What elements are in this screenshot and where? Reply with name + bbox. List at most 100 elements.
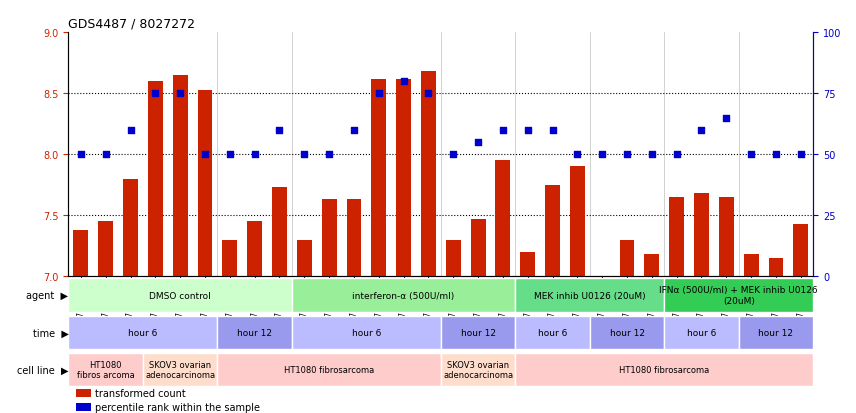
Point (669, 152, 683, 158)
Bar (347, 200, 361, 277)
Point (496, 127, 509, 134)
Bar (645, 255, 659, 277)
Bar (769, 259, 783, 277)
Text: agent  ▶: agent ▶ (27, 290, 68, 300)
FancyBboxPatch shape (292, 316, 441, 349)
Point (645, 152, 658, 158)
Bar (744, 255, 758, 277)
Bar (520, 252, 535, 277)
Bar (272, 188, 287, 277)
FancyBboxPatch shape (68, 278, 292, 312)
FancyBboxPatch shape (515, 353, 813, 387)
Bar (123, 179, 138, 277)
Text: HT1080
fibros arcoma: HT1080 fibros arcoma (77, 360, 134, 379)
FancyBboxPatch shape (515, 316, 590, 349)
Bar (794, 224, 808, 277)
Bar (198, 90, 212, 277)
Point (396, 78, 410, 85)
Text: time  ▶: time ▶ (33, 328, 68, 337)
Text: hour 6: hour 6 (128, 328, 158, 337)
Point (98, 152, 112, 158)
FancyBboxPatch shape (217, 316, 292, 349)
Point (223, 152, 236, 158)
Bar (297, 240, 312, 277)
Point (247, 152, 261, 158)
Bar (98, 222, 113, 277)
Bar (372, 79, 386, 277)
Point (421, 91, 435, 97)
Text: hour 6: hour 6 (352, 328, 381, 337)
FancyBboxPatch shape (68, 316, 217, 349)
Text: HT1080 fibrosarcoma: HT1080 fibrosarcoma (284, 365, 374, 374)
FancyBboxPatch shape (68, 353, 143, 387)
FancyBboxPatch shape (664, 278, 813, 312)
FancyBboxPatch shape (515, 278, 664, 312)
Text: hour 12: hour 12 (758, 328, 794, 337)
Bar (421, 72, 436, 277)
Bar (719, 197, 734, 277)
Point (347, 127, 360, 134)
Text: SKOV3 ovarian
adenocarcinoma: SKOV3 ovarian adenocarcinoma (443, 360, 513, 379)
Point (123, 127, 137, 134)
Point (520, 127, 534, 134)
Bar (669, 197, 684, 277)
Text: transformed count: transformed count (94, 388, 185, 398)
Bar (471, 219, 485, 277)
Text: IFNα (500U/ml) + MEK inhib U0126
(20uM): IFNα (500U/ml) + MEK inhib U0126 (20uM) (659, 286, 818, 305)
Point (198, 152, 211, 158)
Point (272, 127, 286, 134)
Text: HT1080 fibrosarcoma: HT1080 fibrosarcoma (619, 365, 710, 374)
Point (322, 152, 336, 158)
Text: DMSO control: DMSO control (149, 291, 211, 300)
Bar (545, 185, 560, 277)
Bar (620, 240, 634, 277)
FancyBboxPatch shape (441, 353, 515, 387)
Point (446, 152, 460, 158)
Bar (694, 194, 709, 277)
Bar (76, 389, 91, 397)
Bar (247, 222, 262, 277)
FancyBboxPatch shape (143, 353, 217, 387)
Text: hour 12: hour 12 (237, 328, 272, 337)
Point (471, 140, 484, 146)
Text: interferon-α (500U/ml): interferon-α (500U/ml) (353, 291, 455, 300)
FancyBboxPatch shape (739, 316, 813, 349)
Text: hour 12: hour 12 (461, 328, 496, 337)
FancyBboxPatch shape (217, 353, 441, 387)
FancyBboxPatch shape (664, 316, 739, 349)
Text: SKOV3 ovarian
adenocarcinoma: SKOV3 ovarian adenocarcinoma (146, 360, 215, 379)
Text: MEK inhib U0126 (20uM): MEK inhib U0126 (20uM) (534, 291, 645, 300)
Point (74, 152, 87, 158)
Bar (148, 82, 163, 277)
Point (620, 152, 633, 158)
Bar (74, 230, 88, 277)
Point (769, 152, 782, 158)
Text: hour 6: hour 6 (538, 328, 568, 337)
Text: percentile rank within the sample: percentile rank within the sample (94, 402, 259, 412)
Point (297, 152, 311, 158)
Point (148, 91, 162, 97)
Point (719, 115, 733, 121)
Bar (496, 161, 510, 277)
Text: cell line  ▶: cell line ▶ (17, 365, 68, 375)
Point (545, 127, 559, 134)
Text: GDS4487 / 8027272: GDS4487 / 8027272 (68, 17, 195, 31)
Point (570, 152, 584, 158)
Bar (322, 200, 336, 277)
Bar (396, 79, 411, 277)
Point (595, 152, 609, 158)
FancyBboxPatch shape (292, 278, 515, 312)
Bar (570, 167, 585, 277)
Point (694, 127, 708, 134)
Point (372, 91, 385, 97)
Bar (173, 76, 187, 277)
FancyBboxPatch shape (441, 316, 515, 349)
FancyBboxPatch shape (590, 316, 664, 349)
Bar (223, 240, 237, 277)
Text: hour 12: hour 12 (609, 328, 645, 337)
Text: hour 6: hour 6 (687, 328, 716, 337)
Point (794, 152, 807, 158)
Bar (76, 403, 91, 411)
Bar (446, 240, 461, 277)
Point (744, 152, 758, 158)
